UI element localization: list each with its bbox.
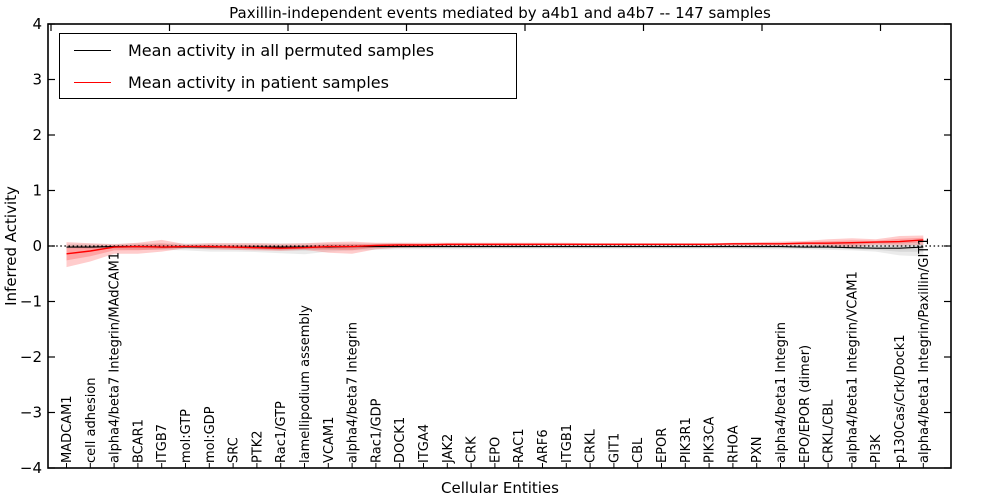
y-tick-label: −2: [20, 348, 42, 366]
x-tick-label: BCAR1: [131, 419, 146, 463]
permuted-line-sample: [74, 50, 111, 51]
x-tick-label: RAC1: [512, 428, 527, 463]
x-axis-label: Cellular Entities: [441, 479, 559, 497]
x-tick-label: mol:GTP: [179, 409, 194, 463]
x-tick-label: PTK2: [250, 430, 265, 463]
x-tick-label: p130Cas/Crk/Dock1: [893, 334, 908, 463]
x-tick-label: cell adhesion: [84, 377, 99, 463]
x-tick-label: ARF6: [536, 429, 551, 463]
legend-label: Mean activity in all permuted samples: [128, 41, 435, 60]
x-tick-label: VCAM1: [322, 417, 337, 463]
y-tick-label: 3: [32, 71, 42, 89]
y-tick-label: −3: [20, 404, 42, 422]
x-tick-label: SRC: [227, 437, 242, 463]
x-tick-label: PI3K: [869, 434, 884, 463]
x-tick-label: CRKL: [584, 428, 599, 463]
confidence-band-outer: [66, 241, 924, 257]
x-tick-label: PXN: [750, 437, 765, 463]
x-tick-label: mol:GDP: [203, 406, 218, 463]
legend-label: Mean activity in patient samples: [128, 73, 389, 92]
x-tick-label: CBL: [631, 437, 646, 463]
y-tick-label: 1: [32, 182, 42, 200]
confidence-band-outer: [66, 235, 924, 268]
x-tick-label: JAK2: [441, 434, 456, 464]
y-tick-label: 2: [32, 126, 42, 144]
y-tick-label: 0: [32, 237, 42, 255]
x-tick-label: MADCAM1: [60, 395, 75, 463]
x-tick-label: alpha4/beta7 Integrin: [346, 322, 361, 463]
x-tick-label: EPO: [488, 437, 503, 463]
x-tick-label: alpha4/beta7 Integrin/MAdCAM1: [108, 252, 123, 463]
x-tick-label: RHOA: [726, 425, 741, 463]
x-tick-label: alpha4/beta1 Integrin: [774, 322, 789, 463]
x-tick-label: Rac1/GDP: [369, 398, 384, 463]
x-tick-label: EPO/EPOR (dimer): [798, 345, 813, 463]
x-tick-label: CRK: [465, 436, 480, 463]
x-tick-label: ITGB1: [560, 424, 575, 463]
x-tick-label: EPOR: [655, 428, 670, 463]
x-tick-label: GIT1: [607, 433, 622, 463]
legend: Mean activity in all permuted samples Me…: [59, 33, 517, 99]
legend-item-permuted: Mean activity in all permuted samples: [60, 35, 516, 66]
x-tick-label: PIK3R1: [679, 417, 694, 463]
y-tick-label: −4: [20, 459, 42, 477]
x-tick-label: alpha4/beta1 Integrin/Paxillin/GIT1: [917, 237, 932, 463]
x-tick-label: PIK3CA: [703, 416, 718, 463]
y-tick-label: −1: [20, 293, 42, 311]
legend-item-patient: Mean activity in patient samples: [60, 67, 516, 98]
x-tick-label: ITGB7: [155, 424, 170, 463]
y-tick-label: 4: [32, 15, 42, 33]
x-tick-label: Rac1/GTP: [274, 401, 289, 463]
x-tick-label: lamellipodium assembly: [298, 305, 313, 463]
x-tick-label: DOCK1: [393, 417, 408, 463]
x-tick-label: alpha4/beta1 Integrin/VCAM1: [845, 271, 860, 463]
chart-title: Paxillin-independent events mediated by …: [229, 4, 771, 22]
x-tick-label: ITGA4: [417, 424, 432, 463]
patient-mean-line: [66, 239, 924, 255]
x-tick-label: CRKL/CBL: [822, 399, 837, 463]
patient-line-sample: [74, 82, 111, 83]
